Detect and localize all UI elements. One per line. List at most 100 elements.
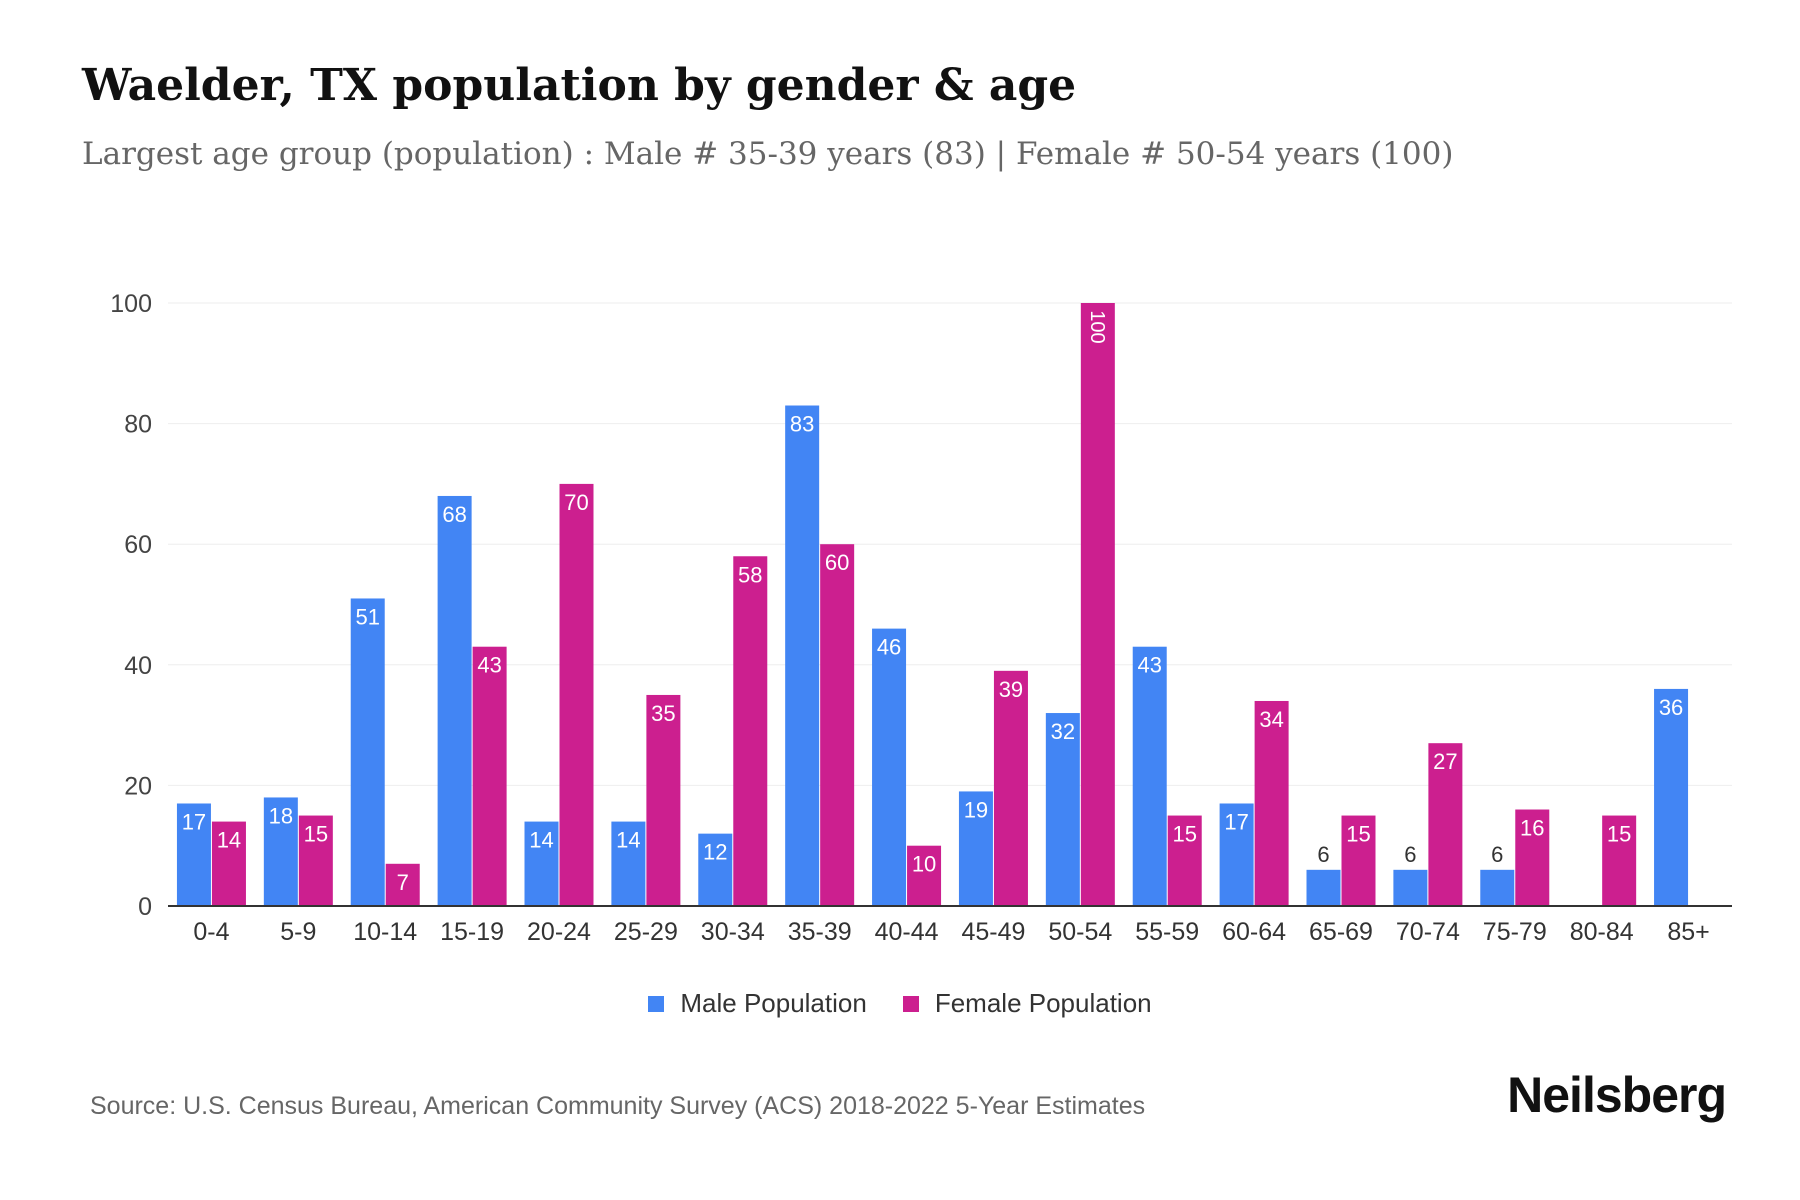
data-label: 32 — [1051, 719, 1075, 744]
legend-swatch-female — [902, 995, 919, 1012]
bar-male — [1654, 688, 1689, 906]
y-tick-label: 80 — [124, 411, 152, 439]
bar-male — [350, 598, 385, 906]
bar-female — [1254, 700, 1289, 906]
data-label: 100 — [1086, 310, 1108, 343]
bar-female — [1341, 815, 1376, 906]
neilsberg-logo: Neilsberg — [1507, 1067, 1727, 1123]
data-label: 17 — [182, 809, 206, 834]
bar-female — [1428, 743, 1463, 906]
x-tick-label: 0-4 — [193, 918, 229, 946]
data-label: 27 — [1433, 749, 1457, 774]
data-label: 46 — [877, 635, 901, 660]
data-label: 10 — [912, 852, 936, 877]
bar-male — [524, 821, 559, 906]
x-tick-label: 75-79 — [1483, 918, 1547, 946]
bar-male — [1132, 646, 1167, 906]
data-label: 83 — [790, 412, 814, 437]
bar-female — [472, 646, 507, 906]
bar-female — [1602, 815, 1637, 906]
data-label: 15 — [1172, 822, 1196, 847]
x-tick-label: 15-19 — [440, 918, 504, 946]
x-tick-label: 10-14 — [353, 918, 417, 946]
bar-female — [820, 544, 855, 906]
data-label: 14 — [616, 828, 640, 853]
data-label: 39 — [999, 677, 1023, 702]
bar-female — [298, 815, 333, 906]
legend-label-female: Female Population — [934, 988, 1152, 1018]
x-tick-label: 45-49 — [961, 918, 1025, 946]
data-label: 14 — [217, 828, 241, 853]
bar-male — [611, 821, 646, 906]
data-label: 17 — [1224, 809, 1248, 834]
bar-chart: 0 20 40 60 80 100 17 14 0-4 18 15 5-9 51 7 10-14 68 43 15… — [110, 290, 1732, 946]
data-label: 7 — [397, 870, 409, 895]
y-tick-label: 0 — [138, 893, 152, 921]
data-label: 16 — [1520, 816, 1544, 841]
x-tick-label: 60-64 — [1222, 918, 1286, 946]
bar-female — [993, 670, 1028, 906]
bar-male — [958, 791, 993, 906]
x-tick-label: 80-84 — [1570, 918, 1634, 946]
legend-swatch-male — [648, 995, 665, 1012]
bar-male — [1306, 869, 1341, 906]
data-label: 6 — [1404, 842, 1416, 867]
data-label: 19 — [964, 797, 988, 822]
bar-male — [176, 803, 211, 906]
x-tick-label: 65-69 — [1309, 918, 1373, 946]
x-tick-label: 55-59 — [1135, 918, 1199, 946]
y-tick-label: 40 — [124, 652, 152, 680]
bar-female — [1515, 809, 1550, 906]
y-tick-label: 100 — [110, 290, 152, 318]
data-label: 58 — [738, 562, 762, 587]
data-label: 43 — [1137, 653, 1161, 678]
bar-male — [872, 628, 907, 906]
legend: Male Population Female Population — [0, 988, 1800, 1019]
x-tick-label: 5-9 — [280, 918, 316, 946]
x-tick-label: 50-54 — [1048, 918, 1112, 946]
x-tick-label: 40-44 — [875, 918, 939, 946]
source-note: Source: U.S. Census Bureau, American Com… — [90, 1092, 1146, 1120]
x-tick-label: 70-74 — [1396, 918, 1460, 946]
data-label: 15 — [304, 822, 328, 847]
chart-subtitle: Largest age group (population) : Male # … — [82, 136, 1454, 172]
data-label: 35 — [651, 701, 675, 726]
data-label: 6 — [1317, 842, 1329, 867]
data-label: 36 — [1659, 695, 1683, 720]
bar-female — [733, 556, 768, 906]
legend-item-male[interactable]: Male Population — [648, 988, 867, 1019]
y-tick-label: 60 — [124, 531, 152, 559]
bar-female — [907, 845, 942, 906]
data-label: 68 — [442, 502, 466, 527]
data-label: 60 — [825, 550, 849, 575]
bar-female — [385, 863, 420, 906]
bar-male — [1393, 869, 1428, 906]
legend-item-female[interactable]: Female Population — [902, 988, 1152, 1019]
bar-male — [1480, 869, 1515, 906]
x-tick-label: 30-34 — [701, 918, 765, 946]
data-label: 14 — [529, 828, 553, 853]
x-tick-label: 35-39 — [788, 918, 852, 946]
bar-male — [1219, 803, 1254, 906]
chart-title: Waelder, TX population by gender & age — [82, 60, 1077, 111]
bar-female — [211, 821, 246, 906]
data-label: 15 — [1346, 822, 1370, 847]
x-tick-label: 25-29 — [614, 918, 678, 946]
y-tick-label: 20 — [124, 772, 152, 800]
x-tick-label: 85+ — [1667, 918, 1709, 946]
data-label: 6 — [1491, 842, 1503, 867]
x-tick-label: 20-24 — [527, 918, 591, 946]
data-label: 34 — [1259, 707, 1283, 732]
data-label: 15 — [1607, 822, 1631, 847]
bar-female — [1080, 303, 1115, 906]
legend-label-male: Male Population — [680, 988, 867, 1018]
data-label: 43 — [477, 653, 501, 678]
data-label: 70 — [564, 490, 588, 515]
bar-male — [785, 405, 820, 906]
data-label: 51 — [355, 604, 379, 629]
bar-male — [1045, 713, 1080, 906]
data-label: 18 — [269, 803, 293, 828]
bar-male — [698, 833, 733, 906]
data-label: 12 — [703, 840, 727, 865]
bar-male — [437, 495, 472, 906]
